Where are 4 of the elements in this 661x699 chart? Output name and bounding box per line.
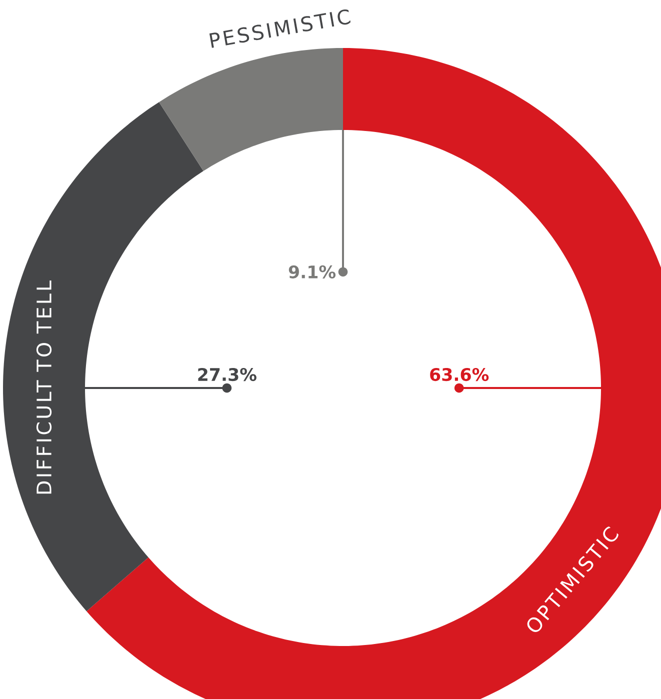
- data-label: 63.6%: [430, 368, 489, 382]
- data-label: 27.3%: [198, 368, 256, 382]
- slice-label: DIFFICULT TO TELL: [36, 280, 52, 494]
- data-label: 9.1%: [288, 265, 336, 278]
